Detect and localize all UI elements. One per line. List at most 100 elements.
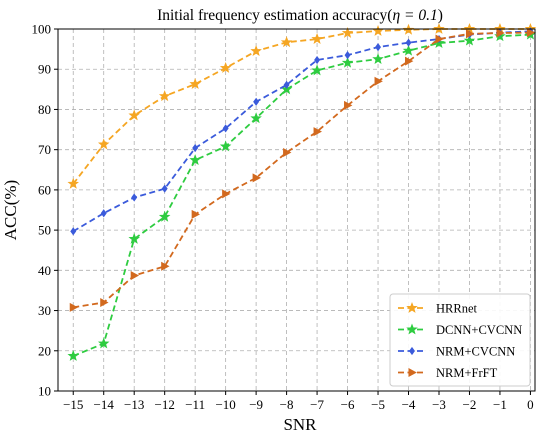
data-point <box>161 184 168 193</box>
data-point <box>313 127 322 137</box>
data-point <box>158 210 171 222</box>
series-line <box>72 33 531 357</box>
y-tick-label: 100 <box>32 22 52 37</box>
x-tick-label: −8 <box>280 397 294 412</box>
data-point <box>402 44 415 56</box>
data-point <box>67 177 79 189</box>
series-line <box>72 28 531 185</box>
series-nrm-frft <box>69 28 536 312</box>
x-tick-label: −9 <box>249 397 263 412</box>
legend: HRRnet DCNN+CVCNN NRM+CVCNN NRM+FrFT <box>389 293 531 387</box>
chart-title-math: η = 0.1 <box>392 7 437 24</box>
y-tick-label: 10 <box>38 384 51 399</box>
chart-title: Initial frequency estimation accuracy(η … <box>157 7 443 24</box>
x-tick-label: −7 <box>310 397 324 412</box>
x-tick-label: −5 <box>371 397 385 412</box>
series-line <box>72 30 531 233</box>
data-point <box>496 28 505 38</box>
x-tick-label: −3 <box>432 397 446 412</box>
data-point <box>341 26 354 38</box>
data-point <box>70 227 77 236</box>
data-point <box>128 109 140 121</box>
data-point <box>128 232 140 244</box>
chart-title-text: Initial frequency estimation accuracy( <box>157 7 392 24</box>
data-point <box>283 80 290 90</box>
x-tick-label: −15 <box>63 397 83 412</box>
data-point <box>97 138 110 150</box>
x-tick-label: −2 <box>463 397 477 412</box>
legend-marker <box>406 323 418 335</box>
data-point <box>341 56 354 68</box>
data-point <box>375 42 382 52</box>
data-point <box>97 337 110 349</box>
data-point <box>191 209 200 219</box>
plot-frame <box>57 28 536 392</box>
ticks-layer: −15 −14 −13 −12 −11 −10 −9 −8 −7 −6 −5 −4 −3 −2 −1 0102… <box>32 22 534 413</box>
data-point <box>189 78 201 89</box>
y-tick-label: 50 <box>38 223 51 238</box>
legend-item: DCNN+CVCNN <box>398 323 522 337</box>
legend-label: HRRnet <box>436 302 478 316</box>
x-tick-label: −6 <box>341 397 355 412</box>
data-point <box>435 34 444 44</box>
y-tick-label: 60 <box>38 182 51 197</box>
data-point <box>280 36 293 48</box>
x-tick-label: −13 <box>124 397 144 412</box>
data-point <box>100 209 107 218</box>
data-point <box>100 298 109 308</box>
x-axis-label: SNR <box>283 415 317 434</box>
legend-item: NRM+FrFT <box>398 366 498 380</box>
legend-label: NRM+CVCNN <box>436 345 515 359</box>
data-point <box>374 76 383 86</box>
legend-marker <box>408 367 417 378</box>
data-point <box>372 24 384 36</box>
data-point <box>463 34 476 46</box>
y-axis-label: ACC(%) <box>1 180 20 240</box>
data-point <box>250 45 262 57</box>
data-point <box>311 64 323 76</box>
data-point <box>526 28 536 38</box>
x-tick-label: −4 <box>402 397 416 412</box>
series-nrm-cvcnn <box>70 27 534 236</box>
legend-label: DCNN+CVCNN <box>436 323 522 337</box>
series-hrrnet <box>67 22 537 189</box>
data-point <box>372 53 384 65</box>
legend-marker <box>409 346 415 356</box>
data-point <box>252 173 261 183</box>
legend-box <box>389 293 531 387</box>
legend-item: NRM+CVCNN <box>398 345 515 359</box>
x-tick-label: −10 <box>215 397 235 412</box>
y-tick-label: 80 <box>38 102 51 117</box>
data-point <box>405 38 412 47</box>
data-point <box>405 56 414 66</box>
data-point <box>222 189 231 199</box>
y-tick-label: 40 <box>38 263 51 278</box>
x-tick-label: 0 <box>527 397 534 412</box>
data-point <box>314 55 321 65</box>
data-point <box>158 90 171 102</box>
x-tick-label: −12 <box>155 397 175 412</box>
data-point <box>189 154 201 166</box>
data-point <box>283 147 292 157</box>
data-point <box>465 29 475 39</box>
y-tick-label: 70 <box>38 142 51 157</box>
x-tick-label: −1 <box>493 397 507 412</box>
y-tick-label: 30 <box>38 303 51 318</box>
data-point <box>344 100 353 110</box>
x-tick-label: −14 <box>94 397 115 412</box>
data-point <box>219 61 232 73</box>
y-tick-label: 20 <box>38 343 51 358</box>
legend-marker <box>406 301 418 313</box>
data-point <box>250 112 262 124</box>
data-point <box>344 51 351 60</box>
data-point <box>130 271 140 281</box>
series-dcnn-cvcnn <box>67 28 537 361</box>
data-point <box>131 193 138 202</box>
legend-label: NRM+FrFT <box>436 366 498 380</box>
y-tick-label: 90 <box>38 62 51 77</box>
data-point <box>253 97 260 106</box>
data-point <box>69 302 79 312</box>
data-point <box>311 33 323 44</box>
